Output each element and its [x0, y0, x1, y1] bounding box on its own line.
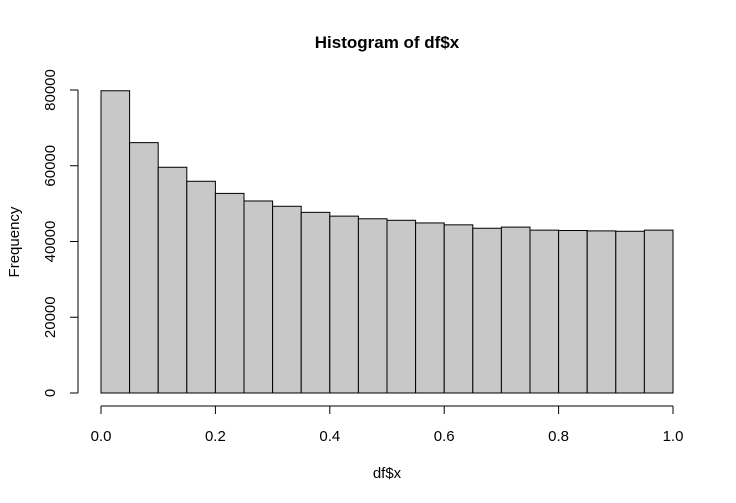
x-axis: 0.0 0.2 0.4 0.6 0.8 1.0 — [91, 405, 684, 445]
y-axis: 0 20000 40000 60000 80000 — [42, 69, 79, 397]
y-tick-label: 80000 — [42, 69, 59, 111]
x-tick-label: 0.8 — [548, 428, 569, 445]
histogram-bar — [386, 219, 417, 394]
x-tick-label: 0.2 — [205, 428, 226, 445]
histogram-bar — [129, 142, 159, 394]
y-tick-label: 40000 — [42, 221, 59, 263]
histogram-bar — [443, 224, 474, 394]
y-axis-label: Frequency — [6, 206, 23, 277]
histogram-bar — [472, 227, 502, 394]
x-tick-label: 1.0 — [663, 428, 684, 445]
bars-group — [100, 90, 674, 394]
histogram-bar — [357, 218, 388, 394]
x-axis-label: df$x — [373, 465, 402, 482]
histogram-bar — [643, 229, 674, 394]
y-tick-label: 0 — [42, 389, 59, 397]
histogram-bar — [529, 229, 560, 394]
chart-title: Histogram of df$x — [315, 33, 460, 52]
histogram-bar — [329, 215, 359, 394]
histogram-bar — [243, 200, 274, 394]
histogram-bar — [500, 226, 531, 394]
histogram-bar — [615, 230, 645, 394]
histogram-bar — [157, 166, 188, 394]
histogram-bar — [186, 180, 216, 394]
histogram-bar — [272, 205, 302, 394]
histogram-bar — [214, 192, 245, 394]
x-tick-label: 0.4 — [319, 428, 340, 445]
y-tick-label: 60000 — [42, 145, 59, 187]
histogram-bar — [586, 230, 617, 394]
histogram-bar — [100, 90, 131, 394]
y-tick-label: 20000 — [42, 296, 59, 338]
histogram-bar — [415, 222, 445, 394]
histogram-bar — [300, 211, 331, 394]
x-tick-label: 0.6 — [434, 428, 455, 445]
x-tick-label: 0.0 — [91, 428, 112, 445]
histogram-bar — [558, 230, 588, 394]
